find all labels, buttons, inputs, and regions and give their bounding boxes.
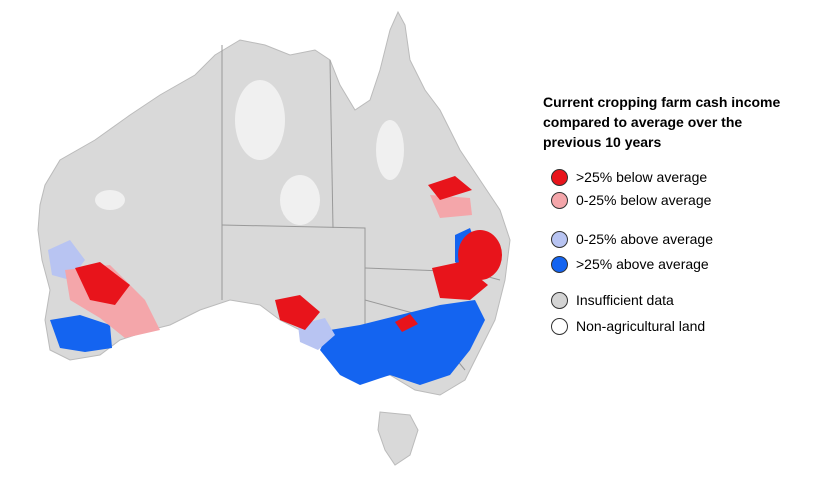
legend-label: Non-agricultural land [576,318,706,334]
legend-label: >25% above average [576,256,709,272]
legend-swatch [551,291,568,309]
legend-item: >25% below average [551,167,707,187]
tasmania [377,411,419,466]
income-regions [48,176,502,385]
non-agricultural-patches [95,80,404,225]
legend-label: 0-25% above average [576,231,713,247]
legend-item: Non-agricultural land [551,316,705,336]
legend-title: Current cropping farm cash income compar… [543,94,781,150]
legend-swatch [551,255,568,273]
map [37,10,511,466]
legend-label: Insufficient data [576,292,674,308]
legend-swatch [551,230,568,248]
legend-swatch [551,317,568,335]
legend-item: 0-25% below average [551,190,711,210]
legend-item: >25% above average [551,254,709,274]
legend-label: 0-25% below average [576,192,712,208]
legend-item: Insufficient data [551,290,674,310]
legend-item: 0-25% above average [551,229,713,249]
legend-swatch [551,168,568,186]
legend-label: >25% below average [576,169,708,185]
australia-mainland [37,10,511,396]
legend-swatch [551,191,568,209]
